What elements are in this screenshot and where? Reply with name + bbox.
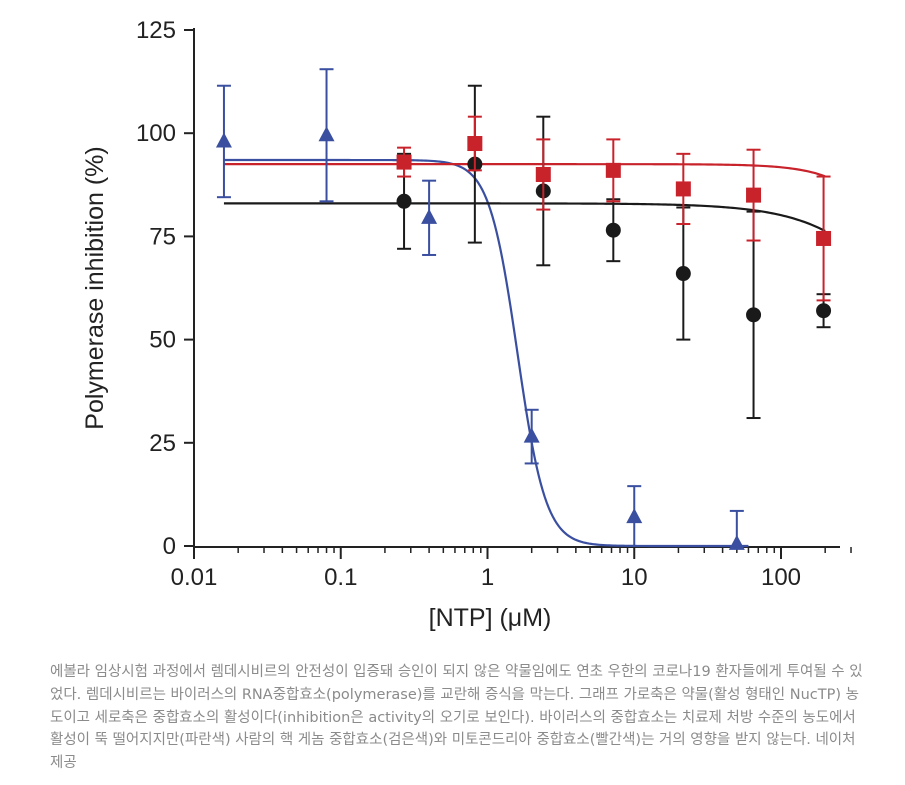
data-point: [215, 84, 232, 199]
y-tick-label: 100: [136, 120, 176, 147]
data-point: [421, 179, 438, 256]
x-ticks: 0.01 0.1 1 10 100: [171, 547, 852, 591]
x-tick-label: 100: [761, 564, 801, 591]
square-marker: [816, 230, 832, 246]
y-axis-label: Polymerase inhibition (%): [81, 146, 109, 429]
x-axis-label: [NTP] (μM): [429, 604, 552, 632]
triangle-marker: [523, 427, 540, 443]
data-point: [746, 148, 762, 242]
square-marker: [605, 162, 621, 178]
data-point: [728, 509, 745, 550]
data-point: [535, 138, 551, 211]
circle-marker: [675, 266, 691, 282]
y-tick-label: 0: [163, 533, 176, 560]
fit-curve: [223, 163, 826, 178]
data-point: [816, 175, 832, 302]
fit-curve: [223, 158, 749, 548]
square-marker: [396, 154, 412, 170]
data-point: [746, 210, 762, 420]
data-point: [318, 68, 335, 203]
fit-curve: [223, 202, 826, 232]
y-tick-label: 125: [136, 17, 176, 44]
x-tick-label: 10: [621, 564, 648, 591]
data-point: [396, 146, 412, 178]
data-point: [605, 138, 621, 203]
data-point: [467, 115, 483, 172]
fit-curves: [223, 158, 826, 548]
x-tick-label: 0.1: [324, 564, 357, 591]
y-tick-label: 75: [149, 223, 176, 250]
circle-marker: [746, 307, 762, 323]
data-point: [626, 485, 643, 547]
data-point: [605, 198, 621, 263]
x-tick-label: 1: [481, 564, 494, 591]
triangle-marker: [626, 508, 643, 524]
y-tick-label: 50: [149, 327, 176, 354]
axes: 0 25 50 75 100 125 0.01 0.1 1 10 100: [136, 17, 852, 591]
circle-marker: [816, 303, 832, 319]
data-point: [675, 152, 691, 226]
square-marker: [467, 136, 483, 152]
circle-marker: [605, 222, 621, 238]
data-point: [523, 408, 540, 465]
polymerase-inhibition-chart: 0 25 50 75 100 125 0.01 0.1 1 10 100 Polymerase i…: [81, 17, 852, 632]
x-tick-label: 0.01: [171, 564, 218, 591]
square-marker: [675, 181, 691, 197]
triangle-marker: [728, 534, 745, 550]
triangle-marker: [318, 126, 335, 142]
circle-marker: [396, 193, 412, 209]
square-marker: [535, 166, 551, 182]
triangle-marker: [215, 132, 232, 148]
data-points: [215, 68, 832, 550]
data-point: [675, 206, 691, 341]
triangle-marker: [421, 208, 438, 224]
y-ticks: 0 25 50 75 100 125: [136, 17, 194, 560]
figure-caption: 에볼라 임상시험 과정에서 렘데시비르의 안전성이 입증돼 승인이 되지 않은 …: [50, 664, 863, 772]
y-tick-label: 25: [149, 430, 176, 457]
square-marker: [746, 187, 762, 203]
